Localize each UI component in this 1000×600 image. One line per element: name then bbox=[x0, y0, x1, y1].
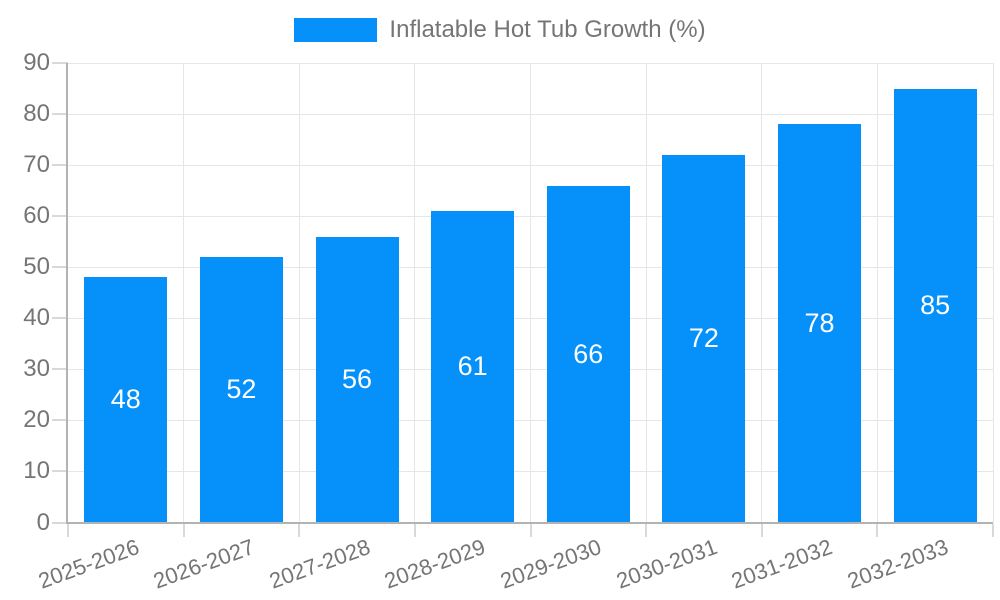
v-gridline bbox=[761, 63, 763, 523]
plot-area: 48 52 56 61 66 72 78 85 bbox=[68, 62, 994, 523]
x-axis-label: 2029-2030 bbox=[497, 533, 605, 594]
v-gridline bbox=[876, 63, 878, 523]
x-axis-label: 2030-2031 bbox=[612, 533, 721, 594]
bar[interactable]: 56 bbox=[315, 236, 399, 523]
y-axis-tick bbox=[52, 62, 68, 64]
v-gridline bbox=[645, 63, 647, 523]
bar[interactable]: 72 bbox=[662, 154, 746, 523]
y-axis-line bbox=[66, 63, 68, 524]
x-axis-label: 2027-2028 bbox=[265, 533, 374, 594]
y-axis-tick bbox=[52, 368, 68, 371]
bar[interactable]: 66 bbox=[546, 185, 630, 523]
v-gridline bbox=[183, 63, 185, 523]
y-axis-label: 60 bbox=[23, 202, 50, 230]
bar-value-label: 52 bbox=[226, 374, 257, 405]
x-axis-tick bbox=[529, 523, 532, 537]
bar[interactable]: 85 bbox=[893, 88, 977, 523]
bar-value-label: 85 bbox=[920, 290, 951, 321]
y-axis-label: 70 bbox=[23, 151, 50, 179]
bar[interactable]: 52 bbox=[199, 257, 283, 523]
y-axis-label: 0 bbox=[36, 508, 50, 536]
bar-value-label: 61 bbox=[457, 351, 488, 382]
y-axis-label: 80 bbox=[23, 100, 50, 128]
bar-value-label: 66 bbox=[573, 338, 604, 369]
x-axis-tick bbox=[182, 523, 185, 537]
x-axis-tick bbox=[645, 523, 648, 537]
bar-value-label: 56 bbox=[342, 364, 373, 395]
y-axis-tick bbox=[52, 113, 68, 116]
legend-swatch-icon bbox=[294, 18, 378, 42]
y-axis-label: 50 bbox=[23, 253, 50, 281]
y-axis-label: 20 bbox=[23, 406, 50, 434]
x-axis-line bbox=[68, 521, 993, 524]
legend-label: Inflatable Hot Tub Growth (%) bbox=[389, 16, 706, 43]
y-axis-tick bbox=[52, 470, 68, 473]
x-axis-tick bbox=[413, 523, 416, 537]
bar[interactable]: 78 bbox=[778, 124, 862, 523]
bar[interactable]: 61 bbox=[431, 211, 515, 523]
y-axis-tick bbox=[52, 164, 68, 167]
x-axis-tick bbox=[760, 523, 763, 537]
chart-legend: Inflatable Hot Tub Growth (%) bbox=[0, 16, 1000, 44]
v-gridline bbox=[992, 63, 994, 523]
bar-value-label: 78 bbox=[804, 307, 835, 338]
y-axis-label: 40 bbox=[23, 304, 50, 332]
x-axis-tick bbox=[876, 523, 879, 537]
x-axis-tick bbox=[67, 523, 69, 537]
v-gridline bbox=[530, 63, 531, 523]
x-axis-label: 2026-2027 bbox=[150, 533, 258, 594]
v-gridline bbox=[414, 63, 416, 523]
y-axis-tick bbox=[52, 266, 68, 269]
y-axis-label: 10 bbox=[23, 457, 50, 485]
v-gridline bbox=[298, 63, 300, 523]
y-axis-tick bbox=[52, 419, 68, 422]
x-axis-label: 2028-2029 bbox=[381, 533, 489, 594]
bar-value-label: 48 bbox=[110, 384, 141, 415]
y-axis-label: 30 bbox=[23, 355, 50, 383]
legend-item[interactable]: Inflatable Hot Tub Growth (%) bbox=[294, 16, 706, 44]
x-axis-tick bbox=[992, 523, 994, 537]
x-axis-tick bbox=[298, 523, 301, 537]
bar[interactable]: 48 bbox=[84, 277, 168, 523]
y-axis-label: 90 bbox=[23, 49, 50, 76]
y-axis-tick bbox=[52, 215, 68, 218]
y-axis-tick bbox=[52, 521, 68, 524]
x-axis-label: 2032-2033 bbox=[843, 533, 952, 594]
x-axis-label: 2025-2026 bbox=[34, 533, 143, 594]
x-axis-label: 2031-2032 bbox=[728, 533, 836, 594]
bar-value-label: 72 bbox=[688, 323, 719, 354]
y-axis-tick bbox=[52, 317, 68, 320]
